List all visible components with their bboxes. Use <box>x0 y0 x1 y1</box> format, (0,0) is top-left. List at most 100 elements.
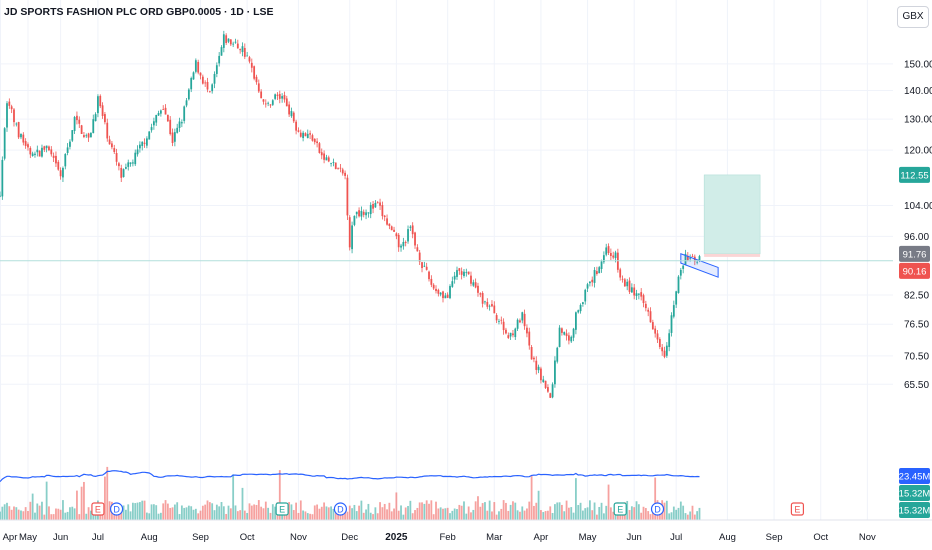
candle-body <box>99 95 102 107</box>
candle-body <box>542 379 545 382</box>
volume-bar <box>204 504 207 520</box>
volume-bar <box>290 504 293 520</box>
candle-body <box>463 271 465 276</box>
volume-bar <box>69 507 71 520</box>
time-tick-label: 2025 <box>385 532 408 543</box>
event-label: D <box>337 505 344 515</box>
candle-body <box>34 153 36 155</box>
volume-ma-line <box>0 470 700 483</box>
volume-bar <box>383 503 386 520</box>
volume-bar <box>297 512 300 520</box>
candle-body <box>696 261 699 263</box>
volume-bar <box>581 510 584 520</box>
time-tick-label: Sep <box>766 532 783 543</box>
time-tick-label: Dec <box>341 532 358 543</box>
candle-body <box>407 229 409 242</box>
volume-tag-label: 23.45M <box>899 472 931 483</box>
volume-bar <box>665 500 668 520</box>
volume-bar <box>500 508 503 520</box>
volume-bar <box>246 512 249 520</box>
volume-bar <box>547 510 549 520</box>
candle-body <box>85 135 88 137</box>
time-axis: Apr May Jun Jul Aug Sep Oct Nov Dec 2025 Feb Mar Apr… <box>0 519 932 550</box>
candle-body <box>374 202 377 208</box>
candle-body <box>665 345 668 356</box>
candle-body <box>115 153 118 162</box>
time-tick-label: Oct <box>240 532 255 543</box>
candle-body <box>274 94 277 99</box>
volume-bar <box>313 505 316 520</box>
volume-bar <box>80 486 83 520</box>
volume-bar <box>425 500 428 520</box>
candle-body <box>38 150 41 157</box>
candle-body <box>519 320 521 323</box>
volume-bar <box>344 509 346 520</box>
candle-body <box>595 271 598 275</box>
candle-body <box>383 215 386 217</box>
candle-body <box>250 62 253 68</box>
volume-bar <box>486 510 489 520</box>
volume-bar <box>197 513 200 520</box>
volume-tag-label: 15.32M <box>899 489 931 500</box>
candle-body <box>579 304 582 312</box>
candle-body <box>183 106 186 121</box>
volume-bar <box>488 500 491 520</box>
candle-body <box>390 226 393 231</box>
volume-bar <box>411 513 414 520</box>
candle-body <box>523 313 526 327</box>
volume-bar <box>227 505 230 520</box>
volume-bar <box>325 506 328 520</box>
candle-body <box>178 121 181 128</box>
candle-body <box>605 247 608 255</box>
volume-bar <box>642 506 645 520</box>
volume-bar <box>76 490 78 520</box>
candle-body <box>120 167 123 178</box>
volume-bar <box>162 503 165 520</box>
volume-bar <box>190 506 193 520</box>
candle-body <box>467 271 470 275</box>
candle-body <box>547 387 549 392</box>
volume-bar <box>682 505 685 520</box>
candle-body <box>493 305 496 314</box>
candle-body <box>155 115 158 123</box>
volume-bar <box>530 475 533 520</box>
volume-bar <box>456 509 458 520</box>
volume-bar <box>52 514 55 520</box>
volume-bar <box>278 470 281 520</box>
volume-bar <box>600 502 603 520</box>
volume-bar <box>626 500 629 520</box>
candle-body <box>285 98 288 107</box>
candle-body <box>166 114 169 122</box>
volume-bar <box>225 513 228 520</box>
candle-body <box>554 360 556 385</box>
price-tag <box>899 245 930 262</box>
price-tick-label: 70.50 <box>904 351 929 362</box>
volume-bar <box>428 503 430 520</box>
candle-body <box>257 83 260 92</box>
currency-button[interactable]: GBX <box>897 6 929 28</box>
volume-bar <box>239 510 242 520</box>
volume-bar <box>561 504 563 520</box>
volume-bar <box>484 502 486 520</box>
volume-bar <box>556 502 559 520</box>
candle-body <box>474 282 477 288</box>
volume-bar <box>316 504 318 520</box>
volume-bar <box>106 466 109 520</box>
time-tick-label: Jun <box>627 532 642 543</box>
candle-body <box>500 319 503 321</box>
volume-bar <box>257 500 260 520</box>
candle-body <box>253 66 256 79</box>
candle-body <box>600 261 603 269</box>
volume-bar <box>215 504 218 520</box>
volume-bar <box>374 507 377 520</box>
event-label: E <box>95 505 101 515</box>
candle-body <box>456 270 458 277</box>
candle-body <box>113 148 116 152</box>
volume-bar <box>346 511 349 520</box>
price-tag <box>899 262 930 279</box>
volume-bar <box>479 506 482 520</box>
candle-body <box>197 61 200 73</box>
candle-body <box>129 162 132 164</box>
candle-body <box>8 101 11 106</box>
